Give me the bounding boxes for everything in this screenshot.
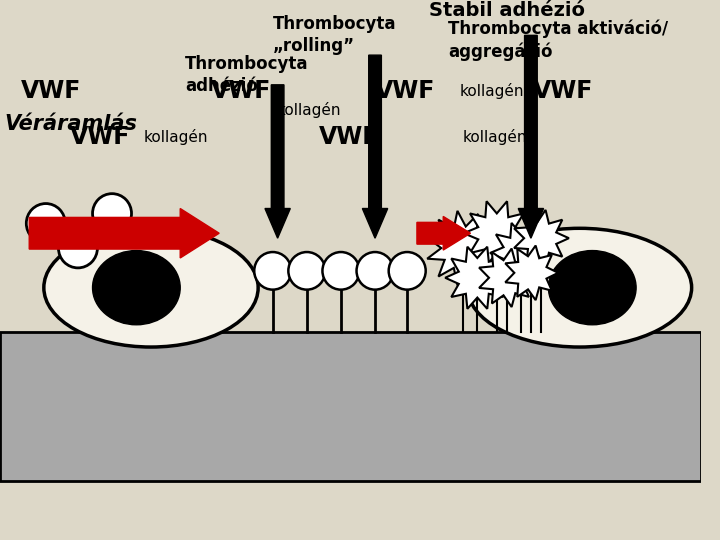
Text: VWF: VWF <box>533 79 593 103</box>
Bar <box>0 332 701 481</box>
Text: VWF: VWF <box>375 79 436 103</box>
Polygon shape <box>445 247 510 309</box>
Circle shape <box>356 252 394 289</box>
Text: Stabil adhézió: Stabil adhézió <box>428 1 585 20</box>
Circle shape <box>288 252 325 289</box>
Text: Thrombocyta
adhézió: Thrombocyta adhézió <box>185 55 309 95</box>
Text: Thrombocyta aktiváció/
aggregáció: Thrombocyta aktiváció/ aggregáció <box>448 19 668 61</box>
FancyArrow shape <box>265 85 290 238</box>
FancyArrow shape <box>30 208 219 258</box>
Text: kollagén: kollagén <box>459 83 524 99</box>
Polygon shape <box>490 223 552 283</box>
Text: VWF: VWF <box>319 125 379 148</box>
Circle shape <box>323 252 359 289</box>
Text: VWF: VWF <box>210 79 271 103</box>
Polygon shape <box>505 246 558 300</box>
FancyArrow shape <box>518 35 544 238</box>
Ellipse shape <box>93 251 180 325</box>
Circle shape <box>27 204 66 243</box>
Text: kollagén: kollagén <box>463 129 528 145</box>
FancyArrow shape <box>362 55 387 238</box>
Text: Thrombocyta
„rolling”: Thrombocyta „rolling” <box>273 15 396 56</box>
FancyArrow shape <box>417 217 470 250</box>
Polygon shape <box>514 210 569 266</box>
Circle shape <box>58 228 97 268</box>
Text: VWF: VWF <box>70 125 130 148</box>
Polygon shape <box>464 201 530 265</box>
Ellipse shape <box>44 228 258 347</box>
Ellipse shape <box>467 228 692 347</box>
Circle shape <box>389 252 426 289</box>
Circle shape <box>93 194 132 233</box>
Polygon shape <box>479 248 536 307</box>
Ellipse shape <box>549 251 636 325</box>
Text: VWF: VWF <box>21 79 81 103</box>
Circle shape <box>254 252 292 289</box>
Text: Véráramlás: Véráramlás <box>5 114 138 134</box>
Text: kollagén: kollagén <box>277 102 341 118</box>
Text: kollagén: kollagén <box>144 129 208 145</box>
Polygon shape <box>427 211 500 285</box>
Bar <box>0 332 701 481</box>
